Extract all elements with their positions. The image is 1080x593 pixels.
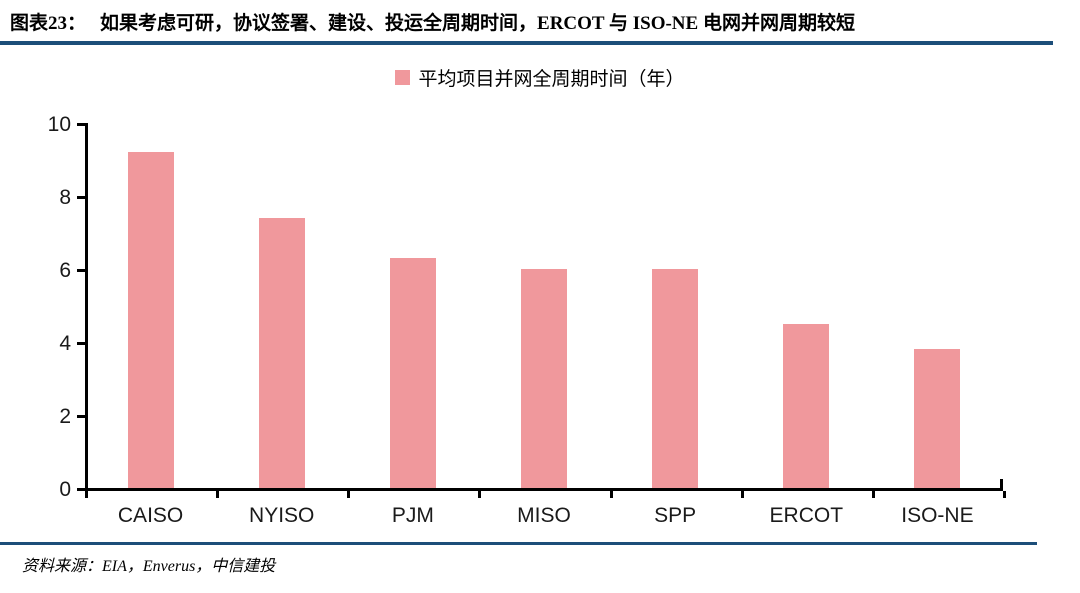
x-category-label-miso: MISO [517,504,571,527]
y-tick-label-4: 4 [59,332,71,355]
y-axis-tick [77,342,85,345]
x-axis-tick [85,491,88,498]
x-category-label-spp: SPP [654,504,697,527]
bar-caiso [127,152,174,488]
y-axis-tick [77,269,85,272]
x-axis-tick [1003,491,1006,498]
bottom-divider-rule [0,542,1037,545]
bar-nyiso [258,217,305,488]
data-source-note: 资料来源：EIA，Enverus，中信建投 [22,558,276,575]
y-axis-line [85,123,88,491]
bar-pjm [389,258,436,488]
x-axis-tick [478,491,482,498]
x-axis-line [85,488,1003,491]
figure-number-label: 图表23： [10,13,87,34]
y-tick-label-0: 0 [59,478,71,501]
chart-legend: 平均项目并网全周期时间（年） [0,62,1080,92]
x-axis-endcap [1000,479,1003,488]
y-axis-tick [77,488,85,491]
y-tick-label-6: 6 [59,259,71,282]
top-divider-rule [0,41,1053,45]
x-category-label-pjm: PJM [391,504,434,527]
bar-miso [521,269,567,488]
x-axis-tick [347,491,351,498]
legend-swatch-icon [395,69,411,85]
y-tick-label-10: 10 [47,113,71,136]
x-axis-tick [609,491,613,498]
figure-title-row: 图表23： 如果考虑可研，协议签署、建设、投运全周期时间，ERCOT 与 ISO-… [10,8,1070,35]
y-axis-tick [77,123,85,126]
figure-title: 如果考虑可研，协议签署、建设、投运全周期时间，ERCOT 与 ISO-NE 电网… [100,13,855,34]
bar-ercot [783,323,830,488]
legend-series-label: 平均项目并网全周期时间（年） [418,68,685,90]
y-tick-label-8: 8 [59,186,71,209]
x-axis-tick [216,491,220,498]
y-tick-label-2: 2 [59,405,71,428]
bar-iso-ne [914,349,961,488]
x-category-label-nyiso: NYISO [249,504,315,527]
x-category-label-iso-ne: ISO-NE [901,504,974,527]
y-axis-tick [77,415,85,418]
x-axis-tick [740,491,744,498]
y-axis-tick [77,196,85,199]
x-category-label-ercot: ERCOT [769,504,844,527]
x-category-label-caiso: CAISO [117,504,184,527]
bar-spp [652,269,699,488]
x-axis-tick [871,491,875,498]
